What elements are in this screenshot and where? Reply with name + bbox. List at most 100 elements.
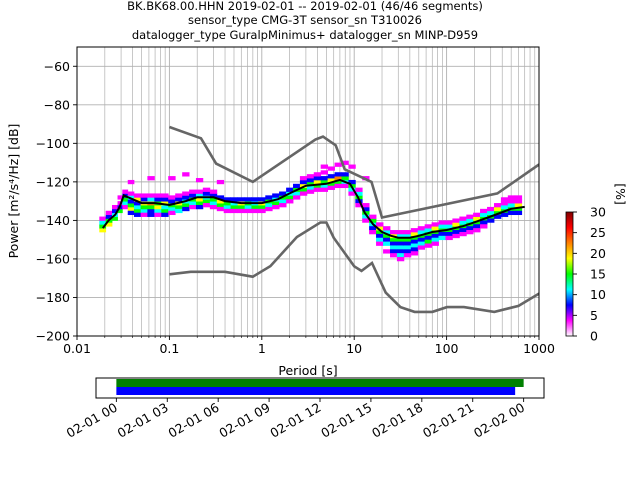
- density-cell: [195, 193, 204, 198]
- density-cell: [396, 230, 405, 235]
- density-cell: [327, 174, 335, 179]
- colorbar-tick-label: 10: [590, 287, 606, 302]
- density-cell: [452, 218, 460, 223]
- density-cell: [369, 226, 377, 231]
- density-cell: [127, 199, 135, 204]
- x-axis-ticks: 0.01 0.1 1 10 100 1000: [63, 336, 555, 356]
- density-cell: [424, 243, 432, 248]
- density-cell: [396, 237, 405, 242]
- density-cell: [258, 208, 266, 214]
- density-cell: [286, 195, 294, 200]
- density-cell: [473, 228, 481, 233]
- density-cell: [341, 172, 349, 177]
- density-map: [99, 160, 523, 262]
- density-cell: [122, 197, 129, 202]
- density-cell: [313, 183, 322, 189]
- density-cell: [209, 189, 218, 194]
- density-cell: [279, 199, 287, 204]
- density-cell: [403, 230, 412, 235]
- timeline-tick-label: 02-01 00: [64, 400, 120, 441]
- density-cell: [168, 195, 176, 200]
- density-cell: [244, 204, 252, 210]
- density-cell: [154, 193, 162, 198]
- density-cell: [431, 226, 439, 231]
- density-cell: [396, 241, 405, 246]
- density-cell: [99, 220, 107, 225]
- y-tick-label: −100: [36, 136, 70, 151]
- density-cell: [376, 222, 384, 227]
- density-cell: [341, 160, 349, 165]
- density-cell: [396, 233, 405, 239]
- timeline-tick-label: 02-01 21: [420, 400, 476, 441]
- density-cell: [111, 204, 118, 210]
- density-cell: [209, 193, 218, 198]
- density-cell: [390, 249, 398, 254]
- density-cell: [175, 193, 183, 198]
- density-cell: [334, 176, 342, 181]
- title-line-2: sensor_type CMG-3T sensor_sn T310026: [188, 13, 422, 27]
- density-cell: [168, 199, 176, 204]
- density-cell: [223, 201, 231, 206]
- density-cell: [313, 176, 322, 181]
- density-cell: [396, 245, 405, 250]
- density-cell: [320, 176, 329, 181]
- colorbar-tick-label: 15: [590, 267, 606, 282]
- coverage-bar: [116, 387, 516, 395]
- density-cell: [133, 212, 142, 217]
- density-cell: [111, 216, 118, 221]
- density-cell: [202, 191, 211, 196]
- y-axis-ticks: −60 −80 −100 −120 −140 −160 −180 −200: [36, 59, 77, 344]
- density-cell: [431, 222, 439, 227]
- colorbar-ticks: 0 5 10 15 20 25 30: [573, 205, 606, 344]
- density-cell: [480, 212, 488, 217]
- density-cell: [161, 208, 169, 214]
- x-tick-label: 10: [346, 341, 362, 356]
- density-cell: [195, 204, 204, 210]
- plot-frame: [76, 46, 540, 337]
- density-cell: [431, 241, 439, 246]
- density-cell: [306, 181, 315, 187]
- density-cell: [493, 214, 502, 219]
- density-cell: [286, 187, 294, 192]
- colorbar-gradient: [565, 211, 574, 337]
- density-cell: [376, 241, 384, 246]
- density-cell: [507, 195, 516, 200]
- density-cell: [417, 241, 426, 246]
- density-cell: [376, 226, 384, 231]
- timeline-tick-label: 02-01 06: [166, 400, 222, 441]
- density-cell: [209, 201, 218, 206]
- density-cell: [133, 208, 142, 214]
- density-cell: [466, 226, 474, 231]
- density-cell: [147, 197, 155, 202]
- density-cell: [514, 210, 523, 216]
- grid: [77, 47, 539, 336]
- density-cell: [341, 183, 349, 189]
- density-cell: [216, 206, 225, 212]
- density-cell: [487, 218, 495, 223]
- density-cell: [182, 203, 190, 208]
- density-cell: [237, 204, 246, 210]
- colorbar: 0 5 10 15 20 25 30 [%]: [565, 183, 628, 344]
- density-cell: [251, 208, 259, 214]
- density-cell: [299, 187, 308, 192]
- density-cell: [140, 204, 148, 210]
- density-cell: [168, 210, 176, 216]
- density-cell: [417, 226, 426, 231]
- density-cell: [383, 233, 391, 239]
- density-cell: [438, 235, 446, 241]
- density-cell: [320, 179, 329, 185]
- density-cell: [390, 230, 398, 235]
- density-cell: [293, 183, 301, 189]
- density-cell: [369, 214, 377, 219]
- low-noise-model-line: [169, 221, 539, 314]
- density-cell: [122, 204, 129, 210]
- density-cell: [417, 245, 426, 250]
- x-tick-label: 0.01: [63, 341, 91, 356]
- density-cell: [127, 203, 135, 208]
- density-cell: [390, 241, 398, 246]
- density-cell: [133, 201, 142, 206]
- density-cell: [189, 193, 197, 198]
- density-cell: [514, 203, 523, 208]
- density-cell: [383, 230, 391, 235]
- density-cell: [105, 214, 113, 219]
